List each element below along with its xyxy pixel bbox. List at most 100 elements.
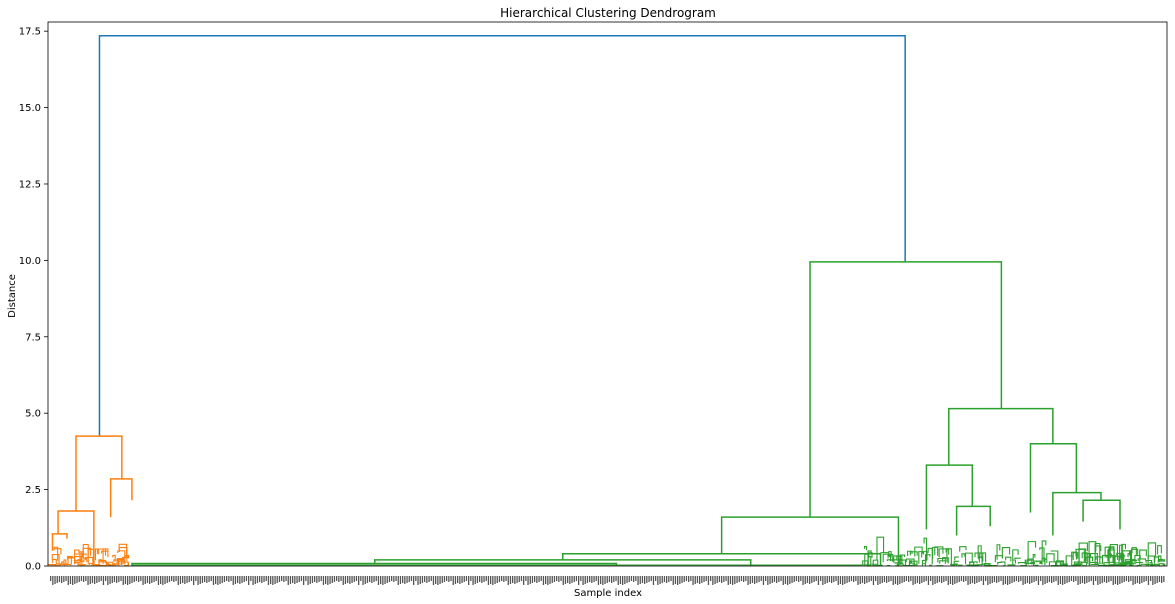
leaf-label-mark [98, 576, 100, 582]
leaf-link [79, 551, 83, 564]
leaf-link [1134, 554, 1141, 563]
leaf-link [924, 554, 931, 566]
leaf-link [1131, 547, 1137, 556]
leaf-label-mark [806, 576, 809, 583]
dendrogram-link-cluster-2-right-b [1029, 443, 1078, 513]
leaf-label-mark [1136, 576, 1139, 583]
leaf-label-mark [912, 576, 914, 585]
leaf-label-mark [263, 576, 265, 582]
leaf-label-mark [1154, 576, 1156, 584]
leaf-label-mark [641, 576, 644, 583]
leaf-label-mark [707, 576, 710, 585]
leaf-label-mark [663, 576, 666, 582]
leaf-link [1137, 558, 1147, 562]
leaf-link [96, 548, 107, 556]
leaf-label-mark [89, 576, 91, 584]
leaf-label-mark [118, 576, 120, 582]
leaf-label-mark [340, 576, 342, 581]
leaf-label-mark [677, 576, 679, 585]
leaf-label-mark [659, 576, 661, 584]
leaf-link [932, 546, 939, 560]
leaf-label-mark [635, 576, 637, 581]
leaf-link [880, 552, 890, 554]
leaf-label-mark [716, 576, 718, 583]
leaf-label-mark [778, 576, 780, 582]
leaf-label-mark [256, 576, 259, 583]
leaf-link [863, 546, 868, 551]
leaf-label-mark [1062, 576, 1064, 585]
leaf-label-mark [595, 576, 597, 581]
leaf-label-mark [582, 576, 584, 585]
leaf-label-mark [921, 576, 923, 583]
y-tick-label: 15.0 [19, 103, 41, 114]
leaf-label-mark [296, 576, 298, 583]
leaf-label-mark [668, 576, 670, 582]
leaf-label-mark [142, 576, 144, 585]
leaf-label-mark [252, 576, 254, 585]
leaf-link [67, 555, 73, 560]
leaf-label-mark [661, 576, 663, 583]
leaf-label-mark [270, 576, 272, 584]
leaf-label-mark [1145, 576, 1147, 581]
leaf-link [98, 560, 107, 563]
leaf-label-mark [831, 576, 833, 583]
leaf-label-mark [791, 576, 793, 583]
dendrogram-link-cluster-2-right [948, 407, 1054, 466]
leaf-label-mark [556, 576, 558, 581]
leaf-label-mark [318, 576, 320, 582]
leaf-label-mark [954, 576, 956, 584]
leaf-label-mark [630, 576, 633, 581]
leaf-label-mark [91, 576, 94, 583]
leaf-label-mark [457, 576, 459, 583]
leaf-label-mark [443, 576, 446, 582]
leaf-label-mark [1009, 576, 1011, 584]
leaf-label-mark [298, 576, 300, 582]
leaf-label-mark [287, 576, 289, 585]
leaf-label-mark [74, 576, 76, 584]
leaf-label-mark [714, 576, 716, 584]
leaf-label-mark [485, 576, 487, 581]
leaf-link [67, 556, 72, 564]
leaf-label-mark [430, 576, 432, 581]
leaf-label-mark [646, 576, 648, 583]
leaf-link [77, 564, 87, 566]
leaf-label-mark [204, 576, 206, 582]
leaf-link [868, 552, 873, 559]
leaf-label-mark [459, 576, 461, 584]
leaf-label-mark [732, 576, 734, 585]
leaf-link [945, 548, 952, 566]
leaf-label-mark [780, 576, 782, 581]
leaf-label-mark [133, 576, 135, 582]
leaf-label-mark [1152, 576, 1154, 585]
leaf-label-mark [538, 576, 540, 582]
leaf-label-mark [683, 576, 685, 582]
leaf-label-mark [234, 576, 237, 584]
leaf-label-mark [542, 576, 545, 585]
leaf-label-mark [842, 576, 844, 585]
leaf-label-mark [1066, 576, 1068, 583]
leaf-label-mark [428, 576, 430, 582]
leaf-label-mark [146, 576, 149, 583]
leaf-link [1050, 550, 1059, 562]
leaf-link [909, 551, 918, 556]
leaf-label-mark [129, 576, 131, 584]
leaf-link [914, 546, 923, 557]
leaf-label-mark [83, 576, 85, 582]
leaf-label-mark [987, 576, 989, 585]
leaf-label-mark [1011, 576, 1013, 583]
leaf-label-mark [604, 576, 606, 584]
leaf-link [1149, 562, 1153, 564]
leaf-label-mark [798, 576, 800, 582]
leaf-label-mark [124, 576, 127, 584]
dendrogram-link-cluster-2-top [809, 261, 1003, 518]
leaf-link [1072, 552, 1079, 561]
leaf-label-mark [866, 576, 868, 583]
leaf-label-mark [578, 576, 580, 585]
leaf-link [52, 558, 57, 565]
leaf-link [977, 564, 983, 566]
leaf-label-mark [1018, 576, 1020, 582]
leaf-label-mark [72, 576, 74, 585]
leaf-label-mark [584, 576, 586, 584]
leaf-label-mark [853, 576, 855, 582]
